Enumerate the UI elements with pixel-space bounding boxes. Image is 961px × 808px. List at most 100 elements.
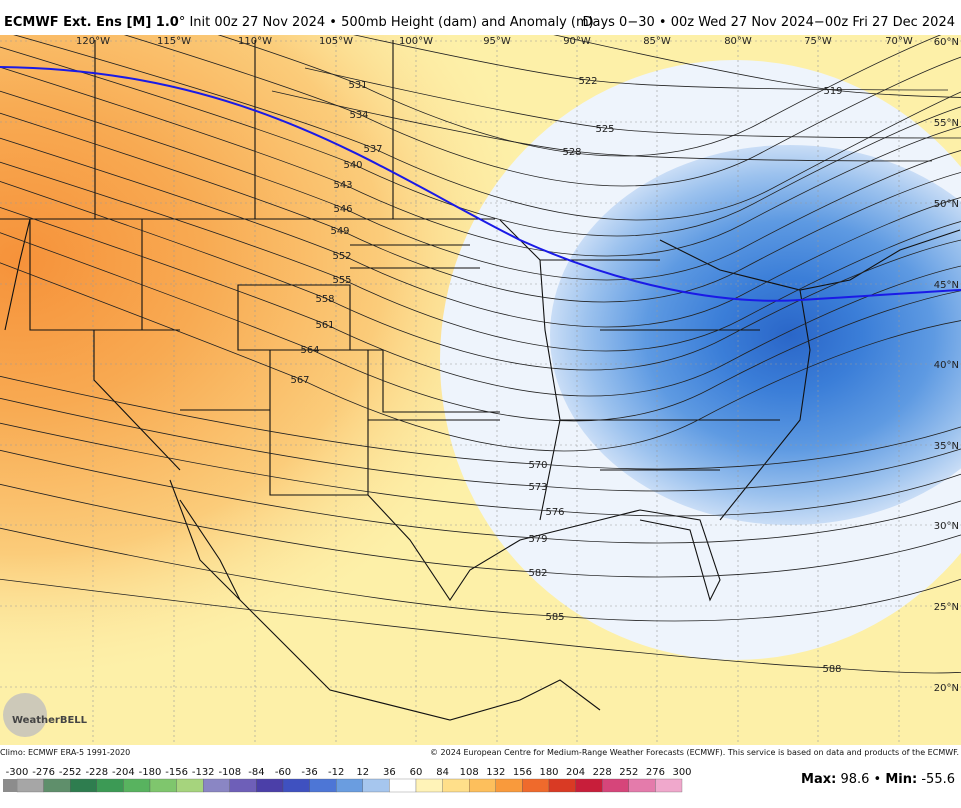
contour-label: 564 [300,345,319,356]
longitude-label: 120°W [76,36,110,47]
contour-label: 549 [330,226,349,237]
contour-label: 531 [348,80,367,91]
max-value: 98.6 [840,772,869,787]
colorbar-segment [575,778,603,793]
colorbar-tick-label: -300 [6,767,29,778]
latitude-label: 55°N [934,118,959,129]
latitude-label: 35°N [934,441,959,452]
contour-line [0,578,961,674]
header-bar [0,0,961,35]
colorbar-tick-label: 252 [619,767,638,778]
contour-line [0,46,961,237]
longitude-label: 80°W [724,36,752,47]
contour-label: 519 [823,86,842,97]
title-rest: ° Init 00z 27 Nov 2024 • 500mb Height (d… [179,15,594,30]
colorbar-segment [309,778,337,793]
colorbar-segment [442,778,470,793]
colorbar-segment [282,778,310,793]
colorbar-segment [628,778,656,793]
colorbar-segment [70,778,97,793]
climo-note: Climo: ECMWF ERA-5 1991-2020 [0,748,130,757]
latitude-label: 60°N [934,37,959,48]
longitude-label: 100°W [399,36,433,47]
jet-contour [0,66,961,302]
height-contours [0,0,961,674]
contour-label: 525 [595,124,614,135]
colorbar-tick-label: 156 [513,767,532,778]
min-label: Min: [885,772,917,787]
colorbar-tick-label: -36 [301,767,317,778]
copyright: © 2024 European Centre for Medium-Range … [430,748,959,757]
colorbar: -300 -276 -252 -228 -204 -180 -156 -132 -108 -84-… [3,767,692,793]
contour-label: 588 [822,664,841,675]
colorbar-segment [655,778,683,793]
contour-line [0,375,961,470]
colorbar-tick-label: -228 [85,767,108,778]
contour-label: 585 [545,612,564,623]
colorbar-tick-label: -180 [139,767,162,778]
colorbar-segment [548,778,576,793]
contour-label: 552 [332,251,351,262]
colorbar-segment [16,778,44,793]
contour-line [532,29,961,98]
logo-text: WeatherBELL [12,715,88,726]
latitude-label: 40°N [934,360,959,371]
contour-line [0,449,961,544]
contour-line [0,232,961,422]
colorbar-tick-label: -252 [59,767,82,778]
colorbar-segment [149,778,177,793]
contour-line [0,206,961,397]
negative-anomaly [550,145,961,525]
contour-label: 561 [315,320,334,331]
contour-line [0,137,961,328]
colorbar-segment [415,778,443,793]
colorbar-tick-label: -132 [192,767,215,778]
max-min: Max: 98.6 • Min: -55.6 [801,772,955,787]
contour-label: 546 [333,204,352,215]
subtitle: Days 0−30 • 00z Wed 27 Nov 2024−00z Fri … [582,15,955,30]
longitude-label: 115°W [157,36,191,47]
latitude-label: 20°N [934,683,959,694]
title: ECMWF Ext. Ens [M] 1.0° Init 00z 27 Nov … [4,15,594,30]
title-bold: ECMWF Ext. Ens [M] 1.0 [4,15,179,30]
colorbar-segment [229,778,257,793]
contour-label: 540 [343,160,362,171]
colorbar-segment [256,778,284,793]
contour-line [0,161,961,352]
longitude-label: 70°W [885,36,913,47]
contour-label: 576 [545,507,564,518]
colorbar-tick-label: 108 [460,767,479,778]
longitude-label: 90°W [563,36,591,47]
contour-line [0,483,961,578]
contour-line [0,262,961,452]
colorbar-tick-label: 204 [566,767,585,778]
contour-line [0,527,961,622]
contour-label: 537 [363,144,382,155]
colorbar-tick-label: 36 [383,767,396,778]
colorbar-tick-label: 12 [356,767,369,778]
contour-label: 522 [578,76,597,87]
colorbar-tick-label: -156 [165,767,188,778]
colorbar-tick-label: 276 [646,767,665,778]
longitude-label: 75°W [804,36,832,47]
contour-label: 555 [332,275,351,286]
colorbar-segment [522,778,550,793]
colorbar-tick-label: 300 [672,767,691,778]
contour-line [0,66,961,257]
colorbar-tick-label: -84 [248,767,264,778]
contour-line [8,0,961,187]
contour-line [0,112,961,303]
contour-line [287,19,949,91]
contour-label: 567 [290,375,309,386]
positive-anomaly [0,0,540,680]
colorbar-segment [123,778,151,793]
contour-label: 573 [528,482,547,493]
colorbar-tick-label: 84 [436,767,449,778]
colorbar-tick-label: -108 [218,767,241,778]
longitude-label: 110°W [238,36,272,47]
colorbar-end [3,779,17,792]
colorbar-tick-label: 132 [486,767,505,778]
colorbar-tick-label: -204 [112,767,135,778]
colorbar-tick-label: 180 [539,767,558,778]
